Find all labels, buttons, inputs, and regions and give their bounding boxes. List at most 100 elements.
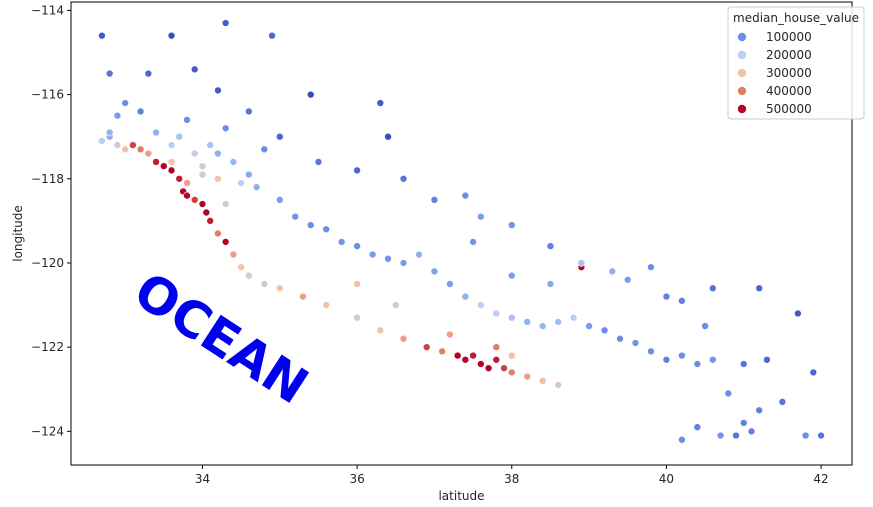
y-tick-label: −116 [31, 88, 64, 102]
data-point [678, 351, 686, 360]
legend-marker [737, 68, 747, 78]
data-point [399, 334, 408, 343]
data-point [631, 339, 640, 347]
data-point [198, 170, 207, 179]
data-point [98, 137, 106, 145]
data-point [121, 99, 129, 107]
data-point [291, 212, 300, 221]
data-point [183, 179, 191, 187]
data-point [507, 368, 516, 377]
data-point [662, 292, 671, 301]
data-point [275, 132, 284, 141]
plot-background [71, 2, 852, 465]
data-point [391, 301, 400, 309]
data-point [693, 360, 702, 368]
data-point [794, 309, 802, 318]
data-point [739, 360, 748, 368]
data-point [152, 128, 160, 137]
x-tick-label: 36 [349, 472, 364, 486]
data-point [546, 242, 555, 250]
legend-title: median_house_value [733, 11, 859, 25]
data-point [484, 364, 493, 372]
data-point [415, 250, 423, 259]
data-point [623, 275, 632, 284]
data-point [507, 221, 516, 229]
legend-entry-label: 400000 [766, 84, 812, 98]
data-point [237, 263, 245, 271]
data-point [105, 69, 114, 78]
data-point [368, 250, 377, 259]
data-point [245, 107, 253, 116]
data-point [384, 132, 392, 141]
data-point [469, 351, 477, 360]
data-point [190, 196, 199, 204]
data-point [507, 313, 516, 322]
data-point [647, 347, 655, 356]
data-point [817, 431, 825, 440]
data-point [113, 141, 122, 149]
data-point [801, 431, 810, 440]
data-point [314, 158, 323, 166]
data-point [198, 200, 207, 208]
y-tick-label: −118 [31, 172, 64, 186]
data-point [129, 141, 137, 149]
data-point [167, 31, 176, 40]
data-point [214, 229, 222, 238]
data-point [202, 208, 211, 217]
data-point [260, 280, 269, 288]
data-point [446, 330, 454, 339]
data-point [353, 166, 361, 175]
data-point [98, 31, 106, 40]
data-point [647, 263, 655, 271]
data-point [600, 326, 609, 335]
data-point [214, 149, 222, 158]
data-point [353, 242, 361, 250]
data-point [190, 149, 199, 158]
data-point [175, 174, 184, 183]
axes: 34 36 38 40 42 −114 −116 −118 −120 −122 −124 [31, 1, 853, 486]
data-point [399, 259, 408, 267]
data-point [469, 238, 477, 246]
data-point [430, 267, 439, 276]
legend-marker [737, 32, 747, 42]
data-points [98, 19, 825, 444]
legend-entry-label: 200000 [766, 48, 812, 62]
data-point [237, 179, 245, 187]
data-point [322, 301, 330, 309]
data-point [678, 297, 686, 305]
data-point [546, 280, 555, 288]
legend-entry-label: 100000 [766, 30, 812, 44]
data-point [492, 343, 501, 351]
data-point [538, 322, 547, 330]
data-point [461, 292, 470, 301]
x-tick-label: 40 [659, 472, 674, 486]
data-point [755, 406, 764, 415]
data-point [376, 99, 385, 107]
data-point [183, 191, 191, 200]
data-point [732, 431, 740, 440]
data-point [709, 355, 717, 364]
data-point [500, 364, 508, 372]
data-point [461, 191, 470, 200]
data-point [206, 217, 214, 225]
data-point [214, 86, 222, 95]
data-point [716, 431, 725, 440]
y-tick-label: −122 [31, 340, 64, 354]
data-point [492, 355, 501, 364]
data-point [353, 280, 361, 288]
data-point [569, 313, 578, 322]
data-point [252, 183, 261, 191]
data-point [755, 284, 764, 293]
data-point [376, 326, 385, 335]
data-point [113, 111, 122, 120]
data-point [778, 398, 787, 406]
data-point [477, 212, 485, 221]
data-point [275, 284, 284, 293]
data-point [507, 351, 516, 360]
data-point [299, 292, 307, 301]
legend-marker [737, 104, 747, 114]
data-point [167, 141, 176, 149]
data-point [275, 196, 284, 204]
data-point [724, 389, 733, 398]
data-point [608, 267, 617, 276]
